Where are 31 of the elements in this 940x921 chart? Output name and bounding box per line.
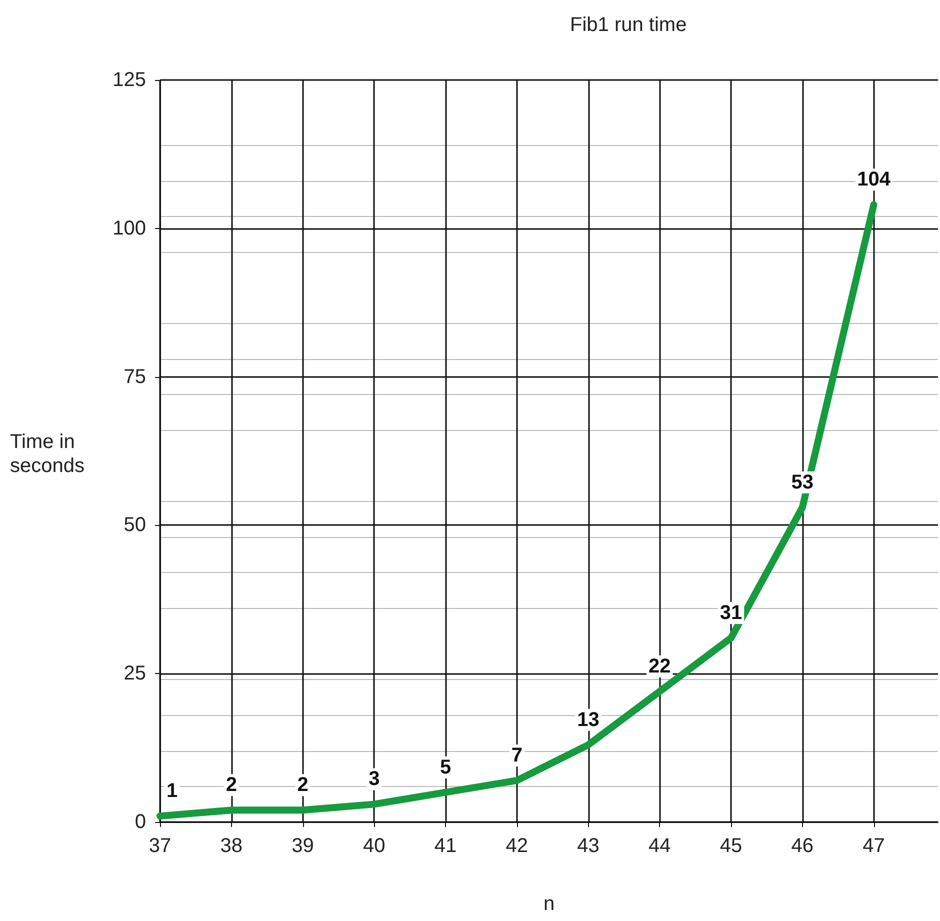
x-tick-label: 44 [648,835,671,857]
x-tick-label: 38 [220,835,242,857]
data-label: 1 [166,780,178,802]
data-label: 22 [648,655,671,678]
x-tick-label: 41 [434,835,457,857]
x-tick-label: 39 [292,835,314,857]
data-label: 104 [857,168,892,191]
x-tick-label: 46 [791,835,814,857]
data-label: 5 [440,756,452,778]
y-tick-label: 25 [124,662,146,685]
x-axis-title: n [543,893,555,915]
data-label: 7 [511,744,522,766]
x-tick-label: 37 [148,835,172,857]
y-tick-label: 50 [124,514,146,536]
data-label: 2 [297,774,308,796]
data-label: 13 [577,708,600,731]
data-label: 3 [368,768,380,790]
y-tick-label: 100 [112,217,146,240]
y-tick-label: 0 [134,811,146,833]
chart-title: Fib1 run time [570,14,687,36]
x-tick-label: 47 [862,835,885,857]
data-label: 31 [720,602,742,624]
x-tick-label: 45 [720,835,742,857]
x-tick-label: 43 [577,835,600,857]
x-tick-label: 40 [363,835,386,857]
data-label: 2 [226,774,237,796]
y-tick-label: 125 [112,69,146,91]
data-label: 53 [791,471,814,494]
y-axis-title: Time in seconds [10,431,84,477]
x-tick-label: 42 [506,835,528,857]
y-tick-label: 75 [124,366,146,388]
